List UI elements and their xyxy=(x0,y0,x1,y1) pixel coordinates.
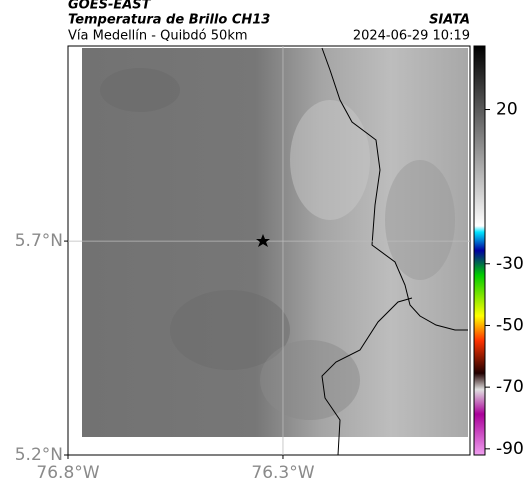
y-tick-label: 5.7°N xyxy=(15,231,63,251)
title: Temperatura de Brillo CH13 xyxy=(68,13,270,28)
border xyxy=(321,297,413,456)
satellite-image xyxy=(82,48,468,437)
source: GOES-EAST xyxy=(68,0,152,13)
colorbar-label: 20 xyxy=(496,100,518,120)
border xyxy=(321,47,468,331)
colorbar xyxy=(473,45,486,456)
colorbar-label: -70 xyxy=(496,377,524,397)
datetime: 2024-06-29 10:19 xyxy=(353,29,470,44)
colorbar-label: -30 xyxy=(496,254,524,274)
colorbar-label: -50 xyxy=(496,315,524,335)
location-marker xyxy=(256,234,270,247)
x-tick-label: 76.8°W xyxy=(36,463,99,483)
brand: SIATA xyxy=(429,13,470,28)
subtitle: Vía Medellín - Quibdó 50km xyxy=(68,29,248,44)
y-tick-label: 5.2°N xyxy=(15,445,63,465)
colorbar-label: -90 xyxy=(496,439,524,459)
x-tick-label: 76.3°W xyxy=(251,463,314,483)
